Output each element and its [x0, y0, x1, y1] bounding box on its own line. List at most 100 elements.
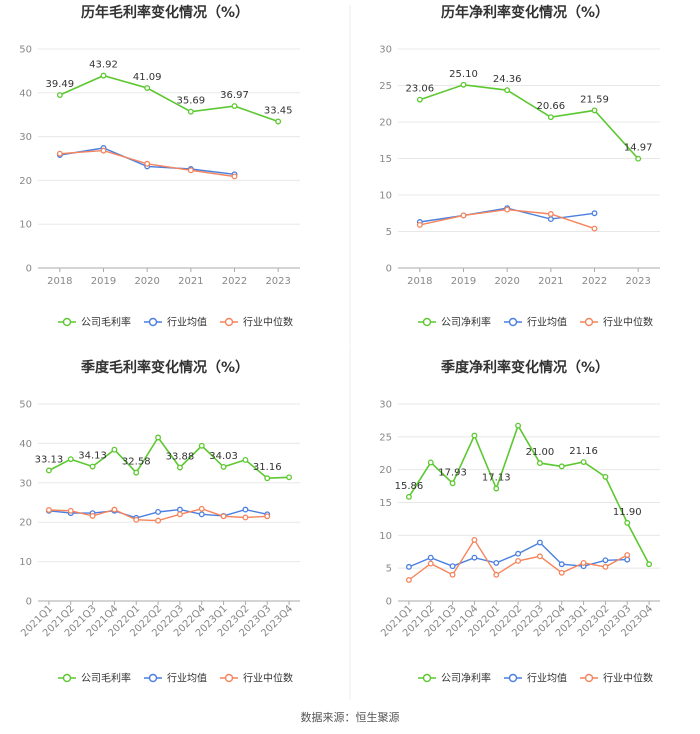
x-tick-label: 2019 — [451, 276, 476, 287]
data-label: 41.09 — [133, 72, 162, 83]
legend-label: 行业中位数 — [243, 316, 293, 329]
data-label: 39.49 — [46, 79, 75, 90]
data-point — [144, 85, 151, 91]
y-tick-label: 0 — [386, 264, 392, 275]
data-point — [231, 173, 238, 180]
y-tick-label: 30 — [379, 400, 392, 411]
y-tick-label: 10 — [19, 220, 32, 231]
data-point — [427, 554, 434, 561]
data-point — [558, 561, 565, 568]
data-point — [242, 514, 249, 521]
data-point — [133, 469, 140, 476]
data-point — [591, 210, 598, 217]
chart-title: 历年净利率变化情况（%） — [441, 4, 609, 21]
data-point — [536, 553, 543, 560]
data-point — [449, 480, 456, 487]
data-point — [45, 507, 52, 513]
legend-label: 行业均值 — [167, 316, 207, 329]
data-point — [580, 559, 587, 566]
data-point — [176, 464, 183, 471]
y-tick-label: 30 — [19, 478, 32, 489]
x-tick-label: 2021 — [538, 276, 563, 287]
legend-label: 公司毛利率 — [81, 316, 131, 329]
legend-marker — [584, 673, 594, 683]
data-point — [56, 150, 63, 157]
data-point — [635, 155, 642, 162]
data-label: 21.59 — [580, 94, 609, 105]
legend-label: 行业均值 — [167, 672, 207, 685]
y-tick-label: 10 — [379, 531, 392, 542]
legend-label: 行业均值 — [527, 316, 567, 329]
legend-label: 行业中位数 — [603, 672, 653, 685]
y-tick-label: 5 — [386, 227, 392, 238]
data-point — [624, 556, 631, 563]
data-point — [198, 442, 205, 449]
y-tick-label: 25 — [379, 432, 392, 443]
data-label: 33.45 — [264, 105, 293, 116]
data-point — [515, 557, 522, 564]
y-tick-label: 50 — [19, 400, 32, 411]
chart-title: 历年毛利率变化情况（%） — [81, 4, 249, 21]
data-point — [144, 160, 151, 167]
data-point — [198, 511, 205, 518]
data-point — [547, 211, 554, 217]
data-point — [405, 577, 412, 583]
data-point — [176, 511, 183, 518]
legend-marker — [508, 673, 518, 683]
legend-label: 公司净利率 — [441, 672, 491, 685]
data-point — [471, 554, 478, 561]
legend-label: 公司毛利率 — [81, 672, 131, 685]
data-point — [624, 519, 631, 526]
x-tick-label: 2019 — [91, 276, 116, 287]
legend-label: 行业中位数 — [243, 672, 293, 685]
data-label: 11.90 — [613, 507, 642, 518]
y-tick-label: 10 — [379, 191, 392, 202]
data-label: 33.88 — [166, 452, 195, 463]
data-point — [460, 81, 467, 88]
x-tick-label: 2023 — [265, 276, 290, 287]
data-point — [264, 513, 271, 520]
data-label: 17.93 — [438, 467, 467, 478]
chart-title: 季度毛利率变化情况（%） — [80, 359, 249, 376]
data-point — [187, 167, 194, 174]
data-label: 15.86 — [395, 481, 424, 492]
data-point — [624, 552, 631, 558]
legend-marker — [224, 317, 234, 327]
y-tick-label: 30 — [379, 45, 392, 56]
series-line-1 — [48, 436, 290, 480]
series-line-1 — [419, 83, 639, 160]
data-point — [111, 506, 118, 513]
data-label: 23.06 — [406, 84, 435, 95]
y-tick-label: 0 — [386, 597, 392, 608]
x-tick-label: 2020 — [134, 276, 159, 287]
data-point — [111, 446, 118, 453]
x-tick-label: 2018 — [47, 276, 72, 287]
legend-label: 行业中位数 — [603, 316, 653, 329]
data-label: 34.13 — [78, 451, 107, 462]
data-point — [493, 559, 500, 566]
legend-marker — [62, 673, 72, 683]
legend-marker — [148, 317, 158, 327]
data-point — [220, 513, 227, 520]
data-point — [460, 212, 467, 219]
y-tick-label: 5 — [386, 564, 392, 575]
data-point — [602, 557, 609, 564]
data-point — [416, 96, 423, 103]
y-tick-label: 20 — [19, 176, 32, 187]
y-tick-label: 20 — [379, 465, 392, 476]
legend-label: 公司净利率 — [441, 316, 491, 329]
data-point — [493, 571, 500, 578]
data-point — [67, 507, 74, 514]
data-point — [264, 475, 271, 482]
data-point — [405, 493, 412, 500]
data-point — [591, 225, 598, 232]
data-label: 21.16 — [569, 446, 598, 457]
data-point — [547, 216, 554, 223]
data-point — [45, 467, 52, 474]
y-tick-label: 25 — [379, 81, 392, 92]
data-label: 21.00 — [526, 447, 555, 458]
y-tick-label: 40 — [19, 88, 32, 99]
y-tick-label: 0 — [26, 264, 32, 275]
series-line-1 — [408, 423, 650, 565]
data-point — [504, 206, 511, 213]
